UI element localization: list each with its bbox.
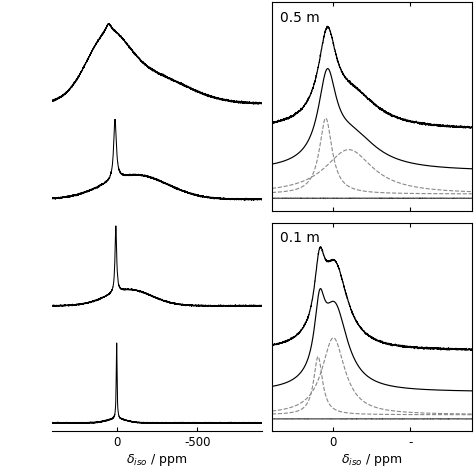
Text: 0.5 m: 0.5 m [280,11,320,25]
X-axis label: $\delta_{iso}$ / ppm: $\delta_{iso}$ / ppm [126,452,188,468]
Text: 0.1 m: 0.1 m [280,231,320,246]
X-axis label: $\delta_{iso}$ / ppm: $\delta_{iso}$ / ppm [341,452,402,468]
